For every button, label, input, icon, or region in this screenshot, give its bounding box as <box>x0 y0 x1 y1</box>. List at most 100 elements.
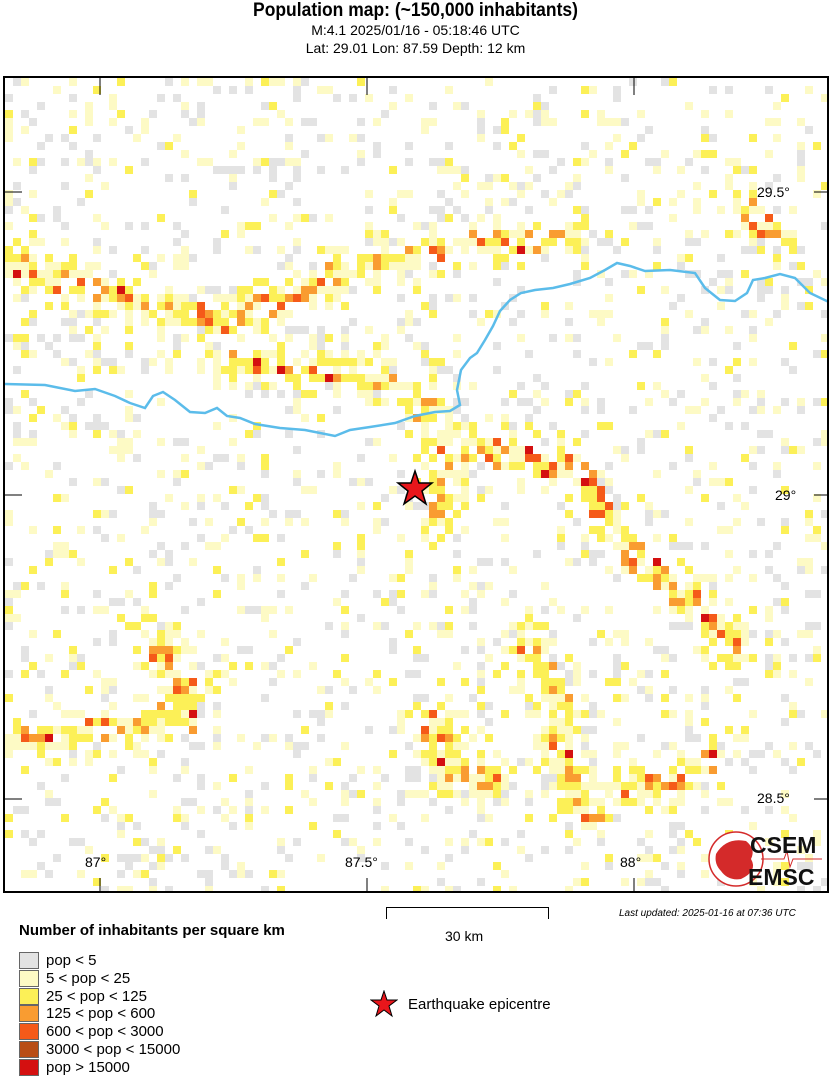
population-cell <box>453 270 461 278</box>
population-cell <box>773 862 781 870</box>
population-cell <box>445 726 453 734</box>
population-cell <box>229 374 237 382</box>
population-cell <box>765 630 773 638</box>
population-cell <box>213 590 221 598</box>
population-cell <box>789 246 797 254</box>
population-cell <box>189 294 197 302</box>
population-cell <box>573 246 581 254</box>
population-cell <box>93 238 101 246</box>
population-cell <box>197 694 205 702</box>
population-cell <box>717 798 725 806</box>
population-cell <box>701 766 709 774</box>
population-cell <box>821 438 827 446</box>
population-cell <box>341 334 349 342</box>
population-cell <box>37 670 45 678</box>
population-cell <box>93 878 101 886</box>
population-cell <box>213 782 221 790</box>
population-cell <box>541 638 549 646</box>
population-cell <box>685 726 693 734</box>
population-cell <box>749 326 757 334</box>
population-cell <box>429 102 437 110</box>
population-cell <box>469 294 477 302</box>
population-cell <box>29 734 37 742</box>
population-cell <box>77 654 85 662</box>
population-cell <box>61 774 69 782</box>
population-cell <box>133 294 141 302</box>
population-cell <box>125 558 133 566</box>
population-cell <box>493 790 501 798</box>
population-cell <box>29 166 37 174</box>
population-cell <box>373 502 381 510</box>
population-cell <box>301 390 309 398</box>
population-cell <box>733 494 741 502</box>
population-cell <box>293 166 301 174</box>
population-cell <box>517 686 525 694</box>
population-cell <box>101 534 109 542</box>
population-cell <box>621 206 629 214</box>
population-cell <box>781 806 789 814</box>
population-map[interactable]: 87° 87.5° 88° 29.5° 29° 28.5° <box>3 76 829 893</box>
population-cell <box>45 654 53 662</box>
population-cell <box>453 478 461 486</box>
population-cell <box>277 670 285 678</box>
population-cell <box>429 798 437 806</box>
population-cell <box>93 718 101 726</box>
population-cell <box>397 326 405 334</box>
population-cell <box>805 854 813 862</box>
population-cell <box>757 222 765 230</box>
population-cell <box>165 654 173 662</box>
epicentre-star-icon[interactable] <box>395 468 435 506</box>
population-cell <box>93 606 101 614</box>
population-cell <box>797 142 805 150</box>
population-cell <box>445 710 453 718</box>
population-cell <box>61 814 69 822</box>
population-cell <box>493 222 501 230</box>
population-cell <box>685 230 693 238</box>
population-cell <box>117 822 125 830</box>
population-cell <box>173 574 181 582</box>
population-cell <box>541 726 549 734</box>
population-cell <box>429 486 437 494</box>
population-cell <box>429 734 437 742</box>
population-cell <box>21 334 29 342</box>
population-cell <box>109 702 117 710</box>
population-cell <box>485 438 493 446</box>
population-cell <box>21 294 29 302</box>
population-cell <box>565 318 573 326</box>
population-cell <box>157 438 165 446</box>
population-cell <box>725 422 733 430</box>
population-cell <box>5 126 13 134</box>
population-cell <box>13 278 21 286</box>
population-cell <box>629 798 637 806</box>
population-cell <box>173 310 181 318</box>
population-cell <box>245 646 253 654</box>
population-cell <box>525 694 533 702</box>
population-cell <box>85 270 93 278</box>
population-cell <box>805 678 813 686</box>
population-cell <box>549 118 557 126</box>
population-cell <box>533 150 541 158</box>
population-cell <box>213 806 221 814</box>
population-cell <box>197 158 205 166</box>
population-cell <box>13 182 21 190</box>
population-cell <box>165 294 173 302</box>
population-cell <box>189 686 197 694</box>
population-cell <box>709 478 717 486</box>
population-cell <box>301 582 309 590</box>
population-cell <box>365 238 373 246</box>
population-cell <box>701 630 709 638</box>
population-cell <box>461 526 469 534</box>
population-cell <box>749 334 757 342</box>
population-cell <box>333 830 341 838</box>
population-cell <box>341 246 349 254</box>
population-cell <box>725 158 733 166</box>
population-cell <box>669 598 677 606</box>
population-cell <box>261 454 269 462</box>
population-cell <box>421 126 429 134</box>
population-cell <box>469 470 477 478</box>
population-cell <box>733 566 741 574</box>
population-cell <box>5 254 13 262</box>
population-cell <box>85 726 93 734</box>
population-cell <box>125 742 133 750</box>
population-cell <box>85 118 93 126</box>
